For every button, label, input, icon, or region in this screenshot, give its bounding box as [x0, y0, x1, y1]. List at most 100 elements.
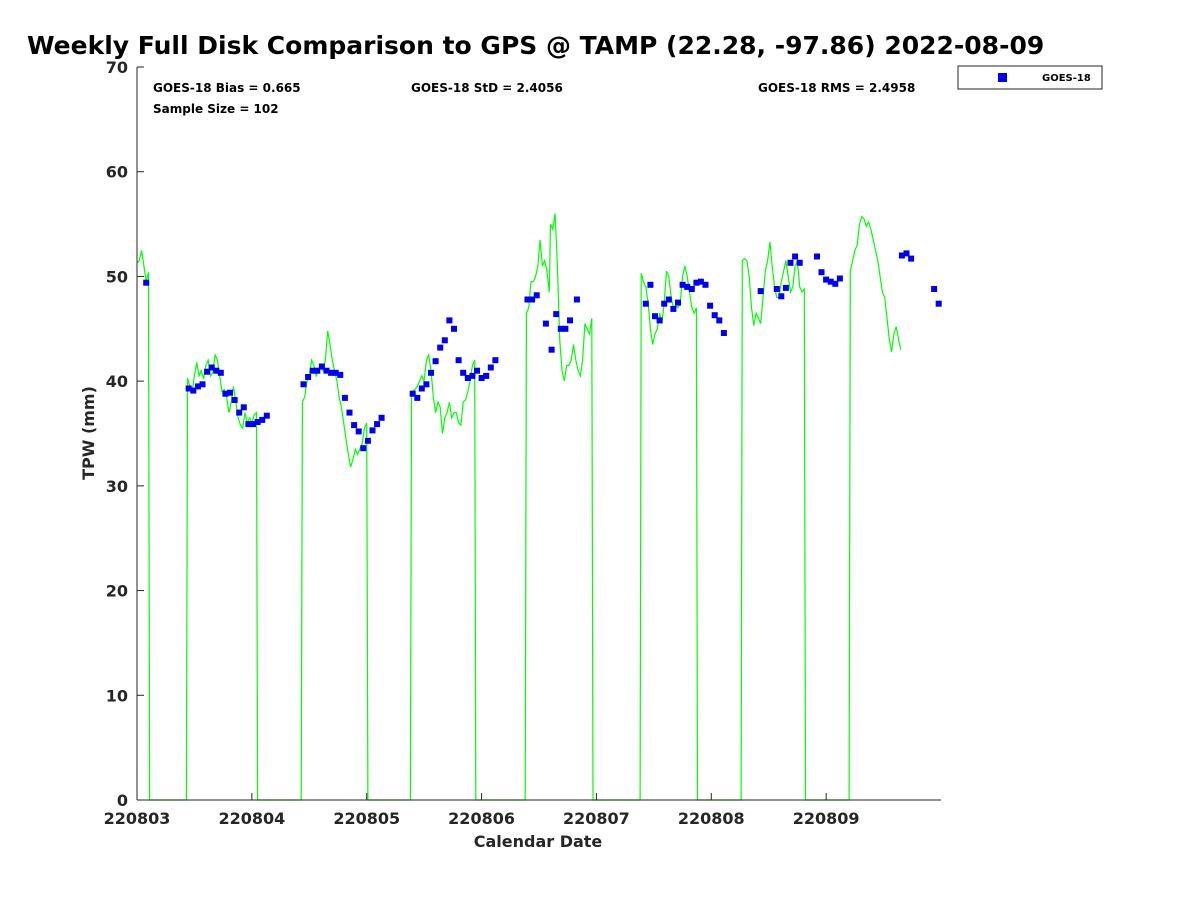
y-tick-label: 40 [106, 372, 128, 391]
goes-data-point [364, 437, 371, 444]
goes-data-point [337, 371, 344, 378]
goes-data-point [487, 364, 494, 371]
goes-data-point [661, 300, 668, 307]
goes-data-point [720, 330, 727, 336]
goes-data-point [792, 253, 799, 260]
x-tick-label: 220805 [333, 809, 400, 828]
goes-data-point [259, 416, 266, 423]
goes-data-point [778, 293, 785, 300]
goes-data-point [814, 253, 820, 260]
goes-data-point [557, 325, 564, 332]
goes-data-point [642, 300, 649, 307]
stat-rms: GOES-18 RMS = 2.4958 [758, 81, 915, 95]
goes-data-point [567, 317, 573, 324]
goes-data-point [441, 337, 448, 344]
goes-data-point [688, 286, 695, 292]
goes-data-point [213, 367, 220, 374]
x-tick-label: 220803 [104, 809, 171, 828]
x-tick-label: 220806 [448, 809, 515, 828]
goes-data-point [469, 372, 476, 379]
x-tick-label: 220808 [678, 809, 745, 828]
x-axis-label: Calendar Date [474, 832, 603, 851]
goes-data-point [428, 369, 434, 376]
goes-data-point [665, 296, 672, 303]
goes-data-point [455, 357, 462, 364]
goes-data-point [314, 367, 321, 374]
goes-data-point [562, 325, 569, 332]
goes-data-point [185, 385, 192, 392]
legend-label: GOES-18 [1042, 73, 1091, 84]
goes-data-point [652, 313, 658, 320]
goes-data-point [711, 312, 718, 319]
stat-std: GOES-18 StD = 2.4056 [411, 81, 563, 95]
goes-data-point [818, 269, 825, 276]
goes-data-point [684, 283, 691, 290]
goes-data-point [378, 414, 385, 421]
goes-data-point [693, 279, 700, 286]
goes-data-point [464, 375, 471, 381]
goes-data-point [931, 286, 938, 292]
goes-data-point [787, 259, 794, 266]
goes-data-point [374, 421, 381, 428]
stat-sample-size: Sample Size = 102 [153, 102, 279, 116]
goes-data-point [533, 292, 540, 299]
y-axis-ticks: 0 10 20 30 40 50 60 70 [106, 58, 144, 810]
goes-data-point [432, 358, 439, 365]
goes-data-point [360, 445, 367, 452]
goes-data-point [418, 385, 425, 392]
goes-data-point [227, 389, 233, 396]
goes-data-point [236, 409, 243, 416]
goes-data-point [702, 281, 709, 288]
goes-data-point [199, 381, 206, 388]
goes-data-point [460, 369, 467, 376]
goes-data-point [827, 278, 834, 285]
goes-data-point [318, 363, 325, 370]
goes-data-point [305, 374, 312, 380]
goes-data-point [782, 284, 789, 291]
goes-data-point [773, 286, 780, 292]
goes-data-point [796, 259, 803, 266]
goes-data-point [757, 288, 764, 295]
goes-data-point [935, 300, 942, 307]
goes-data-point [341, 394, 348, 401]
goes-data-point [529, 296, 536, 303]
goes-data-point [254, 419, 261, 425]
legend: GOES-18 [957, 65, 1103, 90]
y-tick-label: 0 [117, 791, 128, 810]
goes-data-point [263, 412, 270, 419]
gps-series-line [136, 213, 902, 801]
y-tick-label: 10 [106, 686, 128, 705]
goes-data-point [647, 281, 654, 288]
goes-data-point [369, 427, 376, 434]
goes-data-point [194, 383, 201, 390]
goes-data-point [409, 390, 416, 397]
goes-data-point [908, 255, 915, 262]
goes-data-point [524, 296, 531, 303]
goes-data-point [836, 275, 843, 282]
goes-data-point [823, 276, 830, 283]
y-tick-label: 60 [106, 163, 128, 182]
y-tick-label: 30 [106, 477, 128, 496]
goes-data-point [548, 346, 555, 353]
goes-data-point [707, 302, 714, 309]
goes-data-point [332, 369, 339, 376]
goes-data-point [240, 404, 247, 411]
goes-data-point [217, 369, 224, 376]
goes-data-point [414, 394, 421, 401]
goes-data-point [437, 344, 444, 351]
goes-data-point [208, 364, 215, 371]
goes-data-point [231, 397, 238, 403]
goes-data-point [323, 367, 330, 374]
goes-data-point [697, 278, 704, 285]
plot-background [137, 67, 941, 800]
goes-data-point [204, 368, 211, 375]
goes-data-point [190, 387, 197, 394]
x-tick-label: 220807 [563, 809, 630, 828]
x-tick-label: 220804 [218, 809, 285, 828]
goes-data-point [483, 372, 490, 379]
y-tick-label: 50 [106, 267, 128, 286]
goes-data-point [716, 317, 723, 324]
goes-data-point [355, 428, 362, 435]
goes-data-point [245, 421, 252, 428]
goes-data-point [423, 381, 430, 388]
